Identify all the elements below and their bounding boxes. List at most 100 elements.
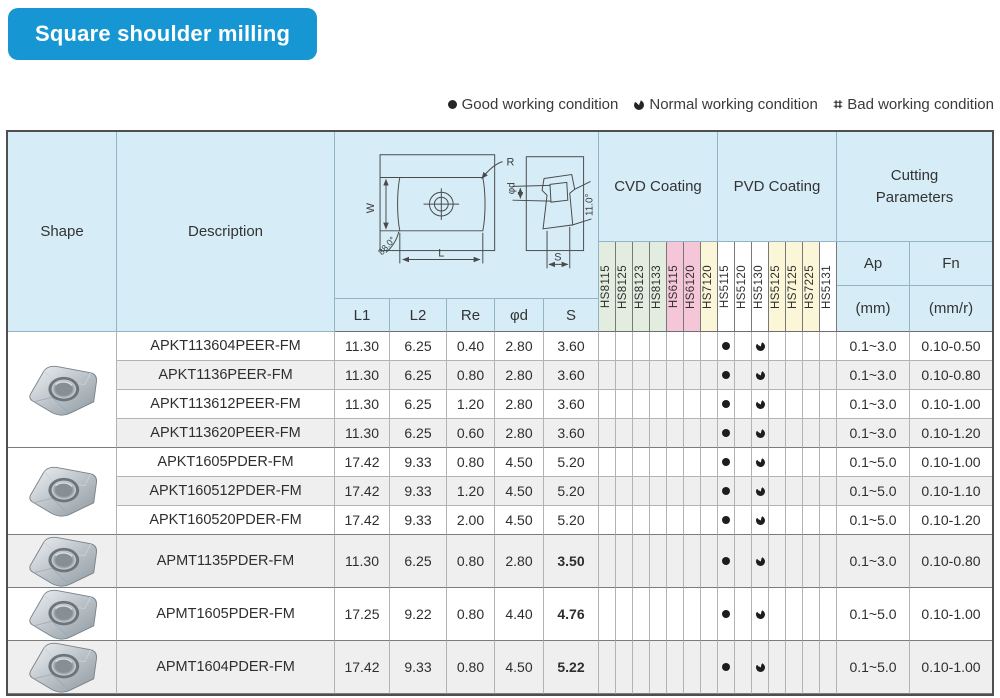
- dim-value-cell: 6.25: [390, 332, 447, 361]
- coating-grade-cell: [633, 419, 650, 448]
- shape-cell: [8, 641, 117, 694]
- coating-grade-cell: [633, 588, 650, 641]
- coating-grade-cell: [684, 641, 701, 694]
- coating-grade-cell: [633, 641, 650, 694]
- coating-grade-cell: [633, 506, 650, 535]
- coating-grade-cell: [650, 588, 667, 641]
- dim-value-cell: 0.40: [447, 332, 495, 361]
- dim-value-cell: 5.22: [544, 641, 599, 694]
- coating-grade-cell: [650, 332, 667, 361]
- coating-grade-cell: [786, 641, 803, 694]
- coating-grade-cell: [735, 588, 752, 641]
- diagram-label-corner-angle: 88.0°: [376, 234, 398, 257]
- coating-grade-cell: [803, 641, 820, 694]
- coating-grade-cell: [633, 332, 650, 361]
- coating-grade-cell: [599, 390, 616, 419]
- dim-value-cell: 0.80: [447, 448, 495, 477]
- coating-grade-cell: [684, 588, 701, 641]
- coating-grade-cell: [752, 588, 769, 641]
- coating-grade-cell: [650, 361, 667, 390]
- coating-grade-cell: [769, 641, 786, 694]
- dim-value-cell: 6.25: [390, 535, 447, 588]
- coating-grade-cell: [769, 390, 786, 419]
- dim-value-cell: 6.25: [390, 419, 447, 448]
- normal-condition-mark: [755, 515, 765, 525]
- dim-header-phid-label: φd: [509, 306, 529, 324]
- coating-grade-cell: [820, 588, 837, 641]
- coating-grade-cell: [633, 448, 650, 477]
- coating-grade-cell: [684, 419, 701, 448]
- fn-unit-label: (mm/r): [928, 300, 974, 317]
- coating-grade-cell: [667, 641, 684, 694]
- ap-value-cell: 0.1~3.0: [837, 390, 910, 419]
- normal-condition-mark: [755, 486, 765, 496]
- description-cell: APKT1605PDER-FM: [117, 448, 335, 477]
- coating-grade-cell: [752, 448, 769, 477]
- coating-grade-cell: [803, 588, 820, 641]
- good-condition-mark: [722, 557, 730, 565]
- coating-grade-cell: [820, 448, 837, 477]
- good-condition-mark: [722, 371, 730, 379]
- ap-value-cell: 0.1~5.0: [837, 448, 910, 477]
- ap-value-cell: 0.1~3.0: [837, 332, 910, 361]
- coating-column-header: HS5130: [752, 242, 769, 332]
- normal-condition-icon: [634, 99, 645, 110]
- coating-grade-cell: [701, 332, 718, 361]
- normal-condition-mark: [755, 428, 765, 438]
- dim-value-cell: 0.80: [447, 641, 495, 694]
- coating-code-label: HS6115: [668, 264, 681, 309]
- coating-grade-cell: [633, 361, 650, 390]
- diagram-label-s: S: [554, 251, 561, 263]
- coating-grade-cell: [718, 390, 735, 419]
- good-condition-icon: [447, 100, 457, 109]
- coating-grade-cell: [786, 419, 803, 448]
- insert-photo: [29, 466, 98, 517]
- coating-grade-cell: [684, 506, 701, 535]
- coating-grade-cell: [820, 390, 837, 419]
- coating-grade-cell: [616, 641, 633, 694]
- coating-grade-cell: [684, 361, 701, 390]
- dim-value-cell: 4.50: [495, 448, 544, 477]
- coating-code-label: HS8125: [617, 264, 630, 309]
- dim-value-cell: 1.20: [447, 390, 495, 419]
- coating-grade-cell: [599, 506, 616, 535]
- shape-column-header: Shape: [8, 132, 117, 332]
- legend-normal: Normal working condition: [634, 96, 818, 113]
- dim-value-cell: 17.25: [335, 588, 390, 641]
- dim-value-cell: 17.42: [335, 641, 390, 694]
- page-title-banner: Square shoulder milling: [8, 8, 318, 60]
- coating-grade-cell: [701, 535, 718, 588]
- legend-bad-label: Bad working condition: [847, 96, 994, 113]
- dim-value-cell: 11.30: [335, 419, 390, 448]
- coating-grade-cell: [616, 332, 633, 361]
- coating-grade-cell: [735, 641, 752, 694]
- coating-grade-cell: [735, 390, 752, 419]
- coating-column-header: HS8125: [616, 242, 633, 332]
- dim-value-cell: 9.33: [390, 477, 447, 506]
- dim-header-s: S: [544, 299, 599, 332]
- coating-grade-cell: [752, 390, 769, 419]
- coating-code-label: HS5125: [770, 264, 783, 309]
- bad-condition-icon: ⌗: [833, 96, 843, 113]
- coating-column-header: HS8115: [599, 242, 616, 332]
- ap-value-cell: 0.1~5.0: [837, 641, 910, 694]
- fn-header-label: Fn: [942, 255, 960, 272]
- dim-value-cell: 4.50: [495, 641, 544, 694]
- coating-grade-cell: [633, 477, 650, 506]
- dim-value-cell: 17.42: [335, 448, 390, 477]
- cvd-coating-label: CVD Coating: [614, 178, 702, 195]
- coating-code-label: HS7120: [702, 264, 715, 309]
- description-cell: APKT113620PEER-FM: [117, 419, 335, 448]
- dim-value-cell: 17.42: [335, 506, 390, 535]
- coating-grade-cell: [786, 361, 803, 390]
- coating-grade-cell: [752, 506, 769, 535]
- coating-grade-cell: [650, 390, 667, 419]
- legend-good: Good working condition: [447, 96, 618, 113]
- dim-value-cell: 0.60: [447, 419, 495, 448]
- dim-value-cell: 3.60: [544, 390, 599, 419]
- normal-condition-mark: [755, 370, 765, 380]
- coating-grade-cell: [769, 419, 786, 448]
- coating-grade-cell: [599, 535, 616, 588]
- dim-header-s-label: S: [565, 306, 576, 324]
- diagram-label-r: R: [506, 156, 514, 168]
